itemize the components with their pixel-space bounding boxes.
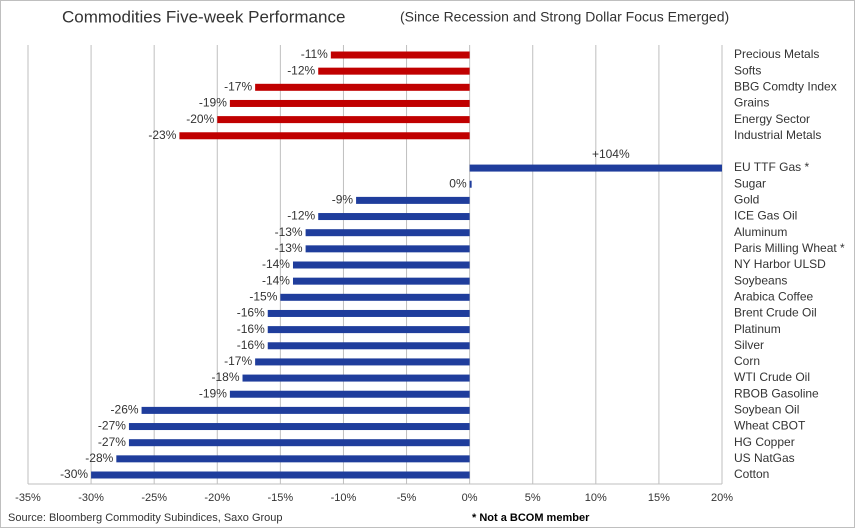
- bar: [305, 245, 470, 253]
- category-label: Aluminum: [734, 225, 787, 239]
- value-label: -23%: [148, 128, 176, 142]
- bar: [280, 293, 470, 301]
- value-label: -16%: [237, 338, 265, 352]
- value-label: -28%: [85, 451, 113, 465]
- bar: [318, 213, 470, 221]
- value-label: -30%: [60, 467, 88, 481]
- x-tick-label: 0%: [462, 492, 478, 504]
- bar: [217, 116, 470, 124]
- value-label: -11%: [301, 47, 328, 61]
- value-label: -14%: [262, 257, 290, 271]
- bar: [242, 374, 470, 382]
- category-label: Platinum: [734, 322, 781, 336]
- bar: [91, 471, 470, 479]
- value-label: -13%: [275, 241, 303, 255]
- category-label: Precious Metals: [734, 47, 819, 61]
- x-tick-label: 5%: [525, 492, 541, 504]
- category-label: Grains: [734, 96, 769, 110]
- value-label: -13%: [275, 225, 303, 239]
- value-label: -16%: [237, 306, 265, 320]
- category-label: ICE Gas Oil: [734, 209, 797, 223]
- source: Source: Bloomberg Commodity Subindices, …: [8, 512, 283, 524]
- category-label: NY Harbor ULSD: [734, 257, 826, 271]
- value-label: -27%: [98, 435, 126, 449]
- category-label: EU TTF Gas *: [734, 160, 809, 174]
- bar: [128, 423, 470, 431]
- value-label: -19%: [199, 96, 227, 110]
- bar: [469, 164, 722, 172]
- category-label: Industrial Metals: [734, 128, 821, 142]
- bar: [292, 277, 470, 285]
- bar: [141, 406, 470, 414]
- category-label: US NatGas: [734, 451, 795, 465]
- chart-title: Commodities Five-week Performance: [62, 7, 345, 26]
- category-label: Softs: [734, 63, 761, 77]
- bar: [179, 132, 470, 140]
- chart-subtitle: (Since Recession and Strong Dollar Focus…: [400, 9, 729, 25]
- x-tick-label: 10%: [585, 492, 607, 504]
- value-label: +104%: [592, 147, 630, 161]
- bar: [469, 180, 472, 188]
- value-label: -16%: [237, 322, 265, 336]
- category-label: Wheat CBOT: [734, 419, 806, 433]
- value-label: -12%: [287, 63, 315, 77]
- bar: [229, 390, 470, 398]
- category-label: HG Copper: [734, 435, 795, 449]
- x-tick-label: -10%: [331, 492, 357, 504]
- value-label: -9%: [332, 193, 354, 207]
- value-label: -20%: [186, 112, 214, 126]
- category-label: Paris Milling Wheat *: [734, 241, 845, 255]
- bar: [292, 261, 470, 269]
- value-label: -19%: [199, 386, 227, 400]
- x-tick-label: -35%: [15, 492, 41, 504]
- value-label: -14%: [262, 273, 290, 287]
- category-label: Gold: [734, 193, 759, 207]
- value-label: -17%: [224, 354, 252, 368]
- bar: [356, 196, 470, 204]
- value-label: 0%: [449, 176, 467, 190]
- value-label: -27%: [98, 419, 126, 433]
- bar: [318, 67, 470, 75]
- bar: [267, 342, 470, 350]
- x-tick-label: -20%: [204, 492, 230, 504]
- category-label: Soybean Oil: [734, 403, 799, 417]
- bar: [229, 99, 470, 107]
- bar: [116, 455, 470, 463]
- value-label: -26%: [111, 403, 139, 417]
- value-label: -15%: [249, 289, 277, 303]
- x-tick-label: -5%: [397, 492, 417, 504]
- x-tick-label: -25%: [141, 492, 167, 504]
- bar: [305, 229, 470, 237]
- x-tick-label: -30%: [78, 492, 104, 504]
- category-label: Cotton: [734, 467, 769, 481]
- x-tick-label: 15%: [648, 492, 670, 504]
- category-label: RBOB Gasoline: [734, 386, 819, 400]
- bar: [255, 358, 470, 366]
- category-label: Arabica Coffee: [734, 289, 813, 303]
- bar: [330, 51, 470, 59]
- bar: [128, 439, 470, 447]
- bar: [255, 83, 470, 91]
- category-label: WTI Crude Oil: [734, 370, 810, 384]
- value-label: -12%: [287, 209, 315, 223]
- x-tick-label: 20%: [711, 492, 733, 504]
- category-label: Corn: [734, 354, 760, 368]
- category-label: Soybeans: [734, 273, 787, 287]
- footnote: * Not a BCOM member: [472, 512, 590, 524]
- category-label: Brent Crude Oil: [734, 306, 817, 320]
- category-label: Energy Sector: [734, 112, 810, 126]
- bar: [267, 309, 470, 317]
- bar: [267, 326, 470, 334]
- category-label: Silver: [734, 338, 764, 352]
- value-label: -17%: [224, 79, 252, 93]
- category-label: Sugar: [734, 176, 766, 190]
- category-label: BBG Comdty Index: [734, 79, 837, 93]
- value-label: -18%: [211, 370, 239, 384]
- x-tick-label: -15%: [268, 492, 294, 504]
